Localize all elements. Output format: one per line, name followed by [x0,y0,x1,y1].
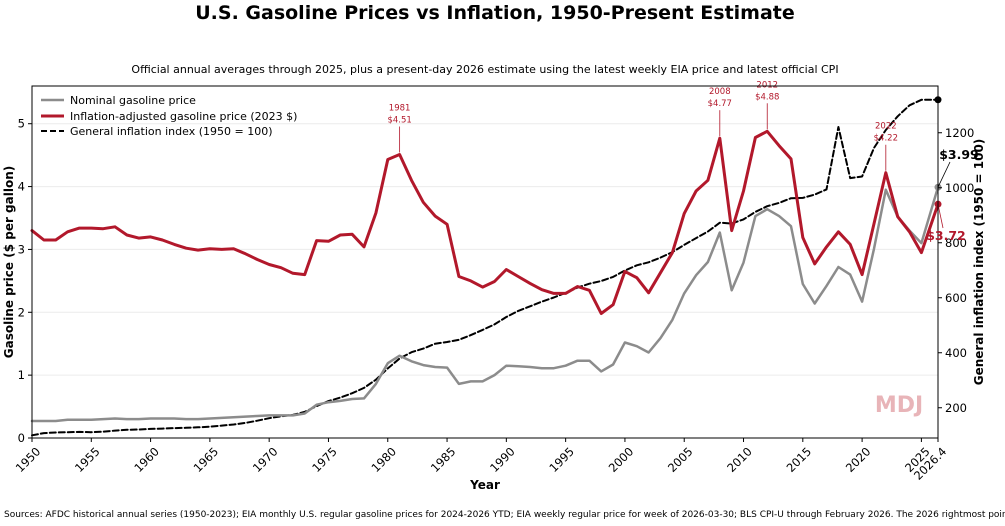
x-tick-label: 1955 [72,444,103,475]
y-tick-label: 3 [18,242,25,256]
end-real-leader [937,204,944,229]
x-tick-label: 1960 [131,444,162,475]
annotation-value: $4.88 [755,92,779,102]
y2-tick-label: 600 [945,291,967,305]
annotation-year: 1981 [389,104,411,114]
y-axis-ticks: 0 1 2 3 4 5 [18,117,32,445]
end-label-real: $3.72 [926,228,966,243]
x-tick-label: 1975 [309,444,340,475]
x-tick-label: 1990 [487,444,518,475]
annotations: 1981 $4.51 2008 $4.77 2012 $4.88 2022 $4.22 [387,80,951,229]
x-tick-label: 1950 [13,444,44,475]
series-real-line [30,129,940,315]
y-tick-label: 5 [18,117,25,131]
x-tick-label: 2000 [606,444,637,475]
chart-subtitle: Official annual averages through 2025, p… [131,63,838,76]
annotation-value: $4.22 [874,134,898,144]
legend-label-real: Inflation-adjusted gasoline price (2023 … [70,110,297,123]
end-label-nominal: $3.99 [939,147,979,162]
x-tick-label: 2005 [665,444,696,475]
x-tick-label: 1965 [191,444,222,475]
series-layer [30,96,942,437]
x-tick-label: 2010 [724,444,755,475]
watermark: MDJ [875,393,923,418]
annotation-year: 2022 [875,122,897,132]
x-tick-label: 2020 [843,444,874,475]
y2-tick-label: 1000 [945,181,974,195]
y2-axis-ticks: 200 400 600 800 1000 1200 [938,126,974,415]
x-axis-ticks: 1950 1955 1960 1965 1970 1975 1980 1985 1990 1995… [13,438,949,483]
plot-frame [31,85,939,439]
legend: Nominal gasoline price Inflation-adjuste… [41,94,297,138]
y2-axis-label: General inflation index (1950 = 100) [972,139,986,386]
y-tick-label: 1 [18,368,25,382]
x-tick-label: 1985 [428,444,459,475]
series-inflation-line [31,98,939,437]
y2-tick-label: 400 [945,346,967,360]
legend-label-inflation: General inflation index (1950 = 100) [70,125,273,138]
annotation-value: $4.51 [387,116,411,126]
footnote: Sources: AFDC historical annual series (… [4,510,1005,520]
chart-title: U.S. Gasoline Prices vs Inflation, 1950-… [195,2,795,24]
series-nominal-line [30,185,940,423]
x-tick-label: 1995 [546,444,577,475]
y2-tick-label: 200 [945,401,967,415]
x-axis-label: Year [469,478,500,492]
x-tick-label: 1980 [368,444,399,475]
y-tick-label: 0 [18,431,25,445]
y2-tick-label: 1200 [945,126,974,140]
annotation-year: 2008 [709,87,731,97]
y-axis-label: Gasoline price ($ per gallon) [2,166,16,359]
annotation-value: $4.77 [708,99,732,109]
x-tick-label: 2015 [784,444,815,475]
end-nominal-leader [937,161,951,188]
legend-label-nominal: Nominal gasoline price [70,94,196,107]
y-tick-label: 2 [18,305,25,319]
annotation-year: 2012 [756,80,778,90]
y-tick-label: 4 [18,180,25,194]
x-tick-label: 1970 [250,444,281,475]
y2-tick-label: 800 [945,236,967,250]
